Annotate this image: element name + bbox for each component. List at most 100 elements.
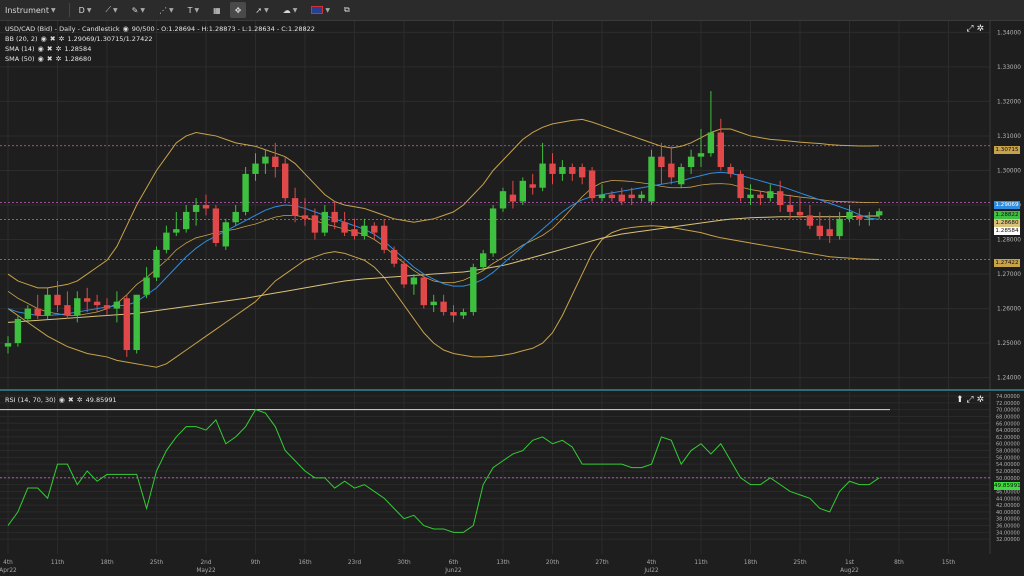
- candle: [539, 163, 546, 188]
- x-tick-label: 11th: [51, 560, 65, 566]
- candle: [806, 215, 814, 226]
- gear-icon[interactable]: ✲: [76, 396, 83, 404]
- rsi-chart[interactable]: 74.0000072.0000070.0000068.0000066.00000…: [0, 392, 1024, 576]
- chevron-down-icon: ▼: [194, 6, 200, 14]
- candle: [598, 194, 606, 199]
- candle: [351, 229, 358, 237]
- close-icon[interactable]: ✖: [67, 396, 74, 404]
- crosshair-button[interactable]: ✥: [229, 2, 247, 18]
- x-tick-label: 25th: [150, 560, 164, 566]
- eye-icon[interactable]: ◉: [37, 55, 44, 63]
- eye-icon[interactable]: ◉: [40, 35, 47, 43]
- rsi-tick-label: 72.00000: [996, 401, 1020, 407]
- eye-icon[interactable]: ◉: [122, 25, 129, 33]
- candle: [262, 156, 269, 164]
- x-tick-sublabel: Jul22: [643, 568, 659, 574]
- pencil-button[interactable]: ✎ ▼: [127, 2, 150, 18]
- price-chart[interactable]: 1.34000 1.33000 1.32000 1.31000 1.30000 1.290…: [0, 21, 1024, 389]
- close-icon[interactable]: ✖: [46, 55, 53, 63]
- y-tick-label: 1.30000: [997, 168, 1021, 174]
- language-button[interactable]: ▼: [306, 2, 335, 18]
- candle: [133, 294, 140, 351]
- text-button[interactable]: T ▼: [183, 2, 205, 18]
- x-tick-sublabel: Jun22: [444, 568, 462, 574]
- candle: [559, 167, 566, 174]
- pattern-button[interactable]: ⋰ ▼: [154, 2, 179, 18]
- flag-uk-icon: [311, 6, 324, 14]
- x-tick-label: 11th: [694, 560, 708, 566]
- close-icon[interactable]: ✖: [49, 35, 56, 43]
- eye-icon[interactable]: ◉: [37, 45, 44, 53]
- screenshot-button[interactable]: ⧉: [339, 2, 355, 18]
- arrow-button[interactable]: ➚ ▼: [250, 2, 273, 18]
- x-tick-label: 1st: [845, 560, 855, 566]
- chevron-down-icon: ▼: [86, 6, 92, 14]
- gear-icon[interactable]: ✲: [58, 35, 65, 43]
- move-up-icon[interactable]: ⬆: [955, 395, 964, 405]
- candle: [400, 263, 408, 285]
- rsi-row: RSI (14, 70, 30) ◉ ✖ ✲ 49.85991: [5, 395, 117, 405]
- draw-line-icon: ⟋: [105, 5, 112, 14]
- candle: [410, 277, 418, 285]
- candle: [588, 170, 596, 199]
- rsi-tick-label: 38.00000: [996, 517, 1020, 523]
- rsi-tick-label: 74.00000: [996, 394, 1020, 400]
- candle: [678, 167, 685, 185]
- close-icon[interactable]: ✖: [46, 45, 53, 53]
- candle: [687, 156, 695, 168]
- settings-icon[interactable]: ✲: [976, 24, 984, 34]
- x-tick-label: 8th: [894, 560, 904, 566]
- candle: [153, 249, 160, 278]
- rsi-tick-label: 70.00000: [996, 408, 1020, 414]
- x-tick-sublabel: Aug22: [840, 568, 859, 574]
- candle: [460, 312, 467, 316]
- maximize-icon[interactable]: ⤢: [966, 24, 974, 34]
- x-tick-label: 4th: [647, 560, 657, 566]
- layout-button[interactable]: ▦: [208, 2, 226, 18]
- screenshot-icon: ⧉: [343, 5, 350, 14]
- x-tick-label: 13th: [496, 560, 510, 566]
- cloud-button[interactable]: ☁ ▼: [278, 2, 303, 18]
- candle: [202, 205, 210, 209]
- y-tick-label: 1.24000: [997, 376, 1021, 382]
- eye-icon[interactable]: ◉: [58, 396, 65, 404]
- rsi-tick-label: 36.00000: [996, 524, 1020, 530]
- panel-divider[interactable]: [0, 389, 1024, 391]
- chevron-down-icon: ▼: [140, 6, 145, 14]
- rsi-label: RSI (14, 70, 30): [5, 396, 56, 404]
- bb-lower-line: [7, 225, 880, 368]
- candle: [638, 194, 645, 199]
- draw-line-button[interactable]: ⟋ ▼: [100, 2, 122, 18]
- rsi-tick-label: 40.00000: [996, 510, 1020, 516]
- cloud-icon: ☁: [282, 5, 291, 15]
- chevron-down-icon: ▼: [169, 6, 174, 14]
- interval-dropdown[interactable]: D ▼: [74, 2, 97, 18]
- rsi-tick-label: 46.00000: [996, 489, 1020, 495]
- candle: [272, 156, 279, 168]
- x-tick-sublabel: May22: [196, 568, 216, 574]
- gear-icon[interactable]: ✲: [55, 45, 62, 53]
- maximize-icon[interactable]: ⤢: [966, 395, 974, 405]
- x-tick-label: 4th: [3, 560, 13, 566]
- sma14-tag: 1.28584: [994, 227, 1020, 235]
- candle: [866, 218, 873, 220]
- sma14-label: SMA (14): [5, 45, 35, 53]
- y-tick-label: 1.25000: [997, 341, 1021, 347]
- candle: [579, 167, 586, 178]
- rsi-tick-label: 50.00000: [996, 476, 1020, 482]
- gear-icon[interactable]: ✲: [55, 55, 62, 63]
- rsi-tick-label: 34.00000: [996, 530, 1020, 536]
- bb-mid-tag: 1.29069: [994, 201, 1020, 209]
- sma50-value: 1.28680: [64, 55, 92, 63]
- candle: [618, 194, 625, 202]
- candle: [836, 218, 843, 237]
- sma50-label: SMA (50): [5, 55, 35, 63]
- crosshair-icon: ✥: [234, 5, 242, 15]
- candle: [311, 215, 319, 233]
- settings-icon[interactable]: ✲: [976, 395, 984, 405]
- layout-icon: ▦: [213, 5, 221, 15]
- x-tick-label: 30th: [397, 560, 411, 566]
- rsi-legend: RSI (14, 70, 30) ◉ ✖ ✲ 49.85991: [5, 395, 117, 405]
- candle: [93, 301, 101, 306]
- instrument-dropdown[interactable]: Instrument ▼: [0, 2, 61, 18]
